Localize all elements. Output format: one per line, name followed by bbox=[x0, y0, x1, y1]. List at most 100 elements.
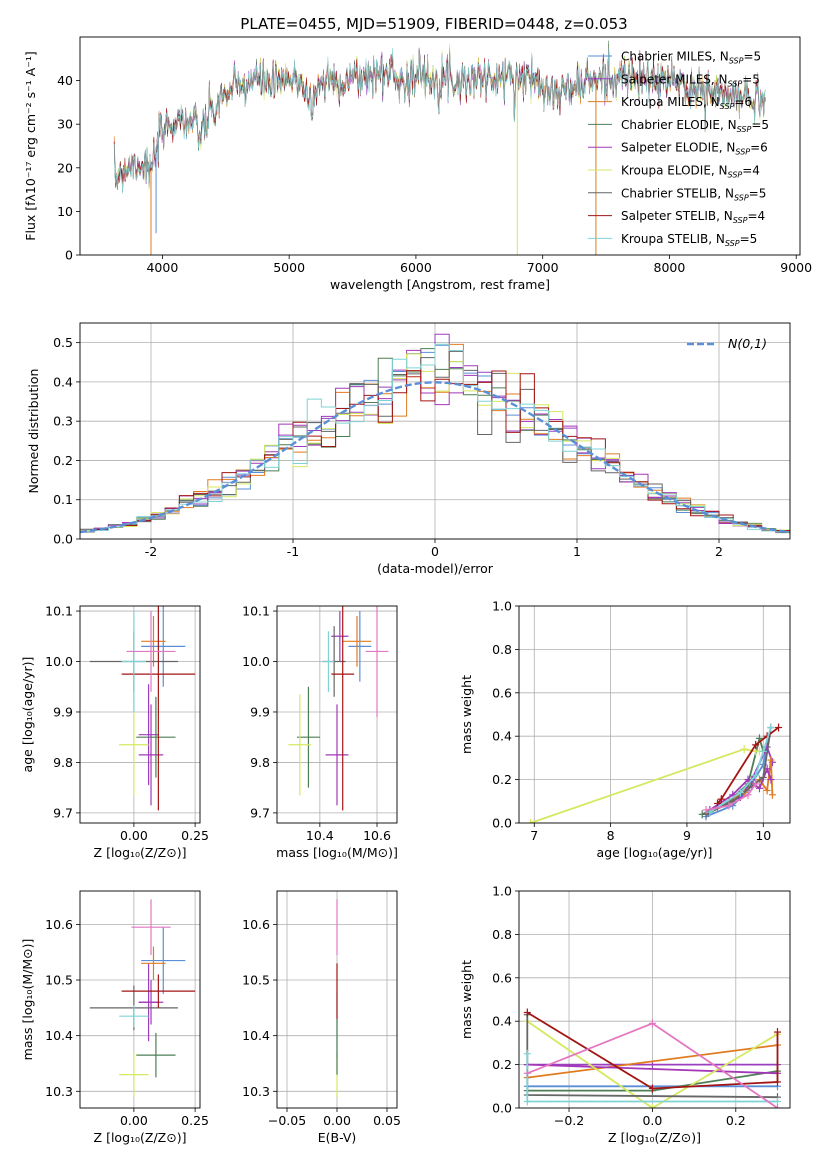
y-tick-label: 10.1 bbox=[45, 604, 73, 619]
plot-area bbox=[519, 606, 790, 823]
normal-curve bbox=[80, 381, 790, 534]
x-tick-label: 4000 bbox=[146, 260, 178, 275]
plot-area bbox=[113, 40, 766, 255]
y-tick-label: 0.0 bbox=[53, 532, 73, 547]
y-tick-label: 10.0 bbox=[45, 654, 73, 669]
x-tick-label: 7 bbox=[530, 828, 538, 843]
y-axis-label: Normed distribution bbox=[26, 369, 41, 494]
y-tick-label: 0.8 bbox=[492, 642, 512, 657]
x-tick-label: 0.0 bbox=[642, 1113, 662, 1128]
x-tick-label: 0.00 bbox=[120, 828, 148, 843]
plot-area bbox=[80, 891, 200, 1108]
y-tick-label: 40 bbox=[57, 73, 73, 88]
x-tick-label: 0.00 bbox=[323, 1113, 351, 1128]
y-tick-label: 9.8 bbox=[250, 755, 270, 770]
histogram-7 bbox=[80, 370, 790, 533]
weight-line bbox=[526, 1020, 778, 1108]
legend-entry: Chabrier ELODIE, NSSP=5 bbox=[621, 118, 769, 134]
y-tick-label: 10.1 bbox=[242, 604, 270, 619]
x-tick-label: 8000 bbox=[654, 260, 686, 275]
y-tick-label: 0.3 bbox=[53, 414, 73, 429]
axes-frame bbox=[79, 36, 801, 256]
x-axis-label: mass [log₁₀(M/M⊙)] bbox=[276, 845, 398, 860]
panel-Z_age: 0.00 0.25 9.7 9.8 9.9 10.0 10.1 Z [log₁₀(Z/Z⊙)]… bbox=[20, 604, 209, 860]
x-tick-label: 1 bbox=[573, 544, 581, 559]
y-tick-label: 9.7 bbox=[250, 805, 270, 820]
axes-frame bbox=[518, 605, 791, 824]
legend-entry: Salpeter STELIB, NSSP=4 bbox=[621, 209, 765, 225]
histogram-8 bbox=[80, 343, 790, 533]
y-tick-label: 10 bbox=[57, 204, 73, 219]
y-tick-label: 0.0 bbox=[492, 816, 512, 831]
axes-frame bbox=[276, 890, 398, 1109]
panel-spectrum: 4000 5000 6000 7000 8000 9000 0 10 20 30 40 wavelen… bbox=[23, 36, 812, 292]
x-tick-label: 0.00 bbox=[120, 1113, 148, 1128]
x-tick-label: 5000 bbox=[273, 260, 305, 275]
x-tick-label: 10.4 bbox=[306, 828, 334, 843]
x-tick-label: 9000 bbox=[780, 260, 812, 275]
x-tick-label: 0.05 bbox=[373, 1113, 401, 1128]
x-tick-label: 6000 bbox=[400, 260, 432, 275]
y-tick-label: 0.4 bbox=[492, 729, 512, 744]
figure-title: PLATE=0455, MJD=51909, FIBERID=0448, z=0… bbox=[240, 15, 627, 33]
y-tick-label: 0.0 bbox=[492, 1101, 512, 1116]
x-tick-label: 8 bbox=[607, 828, 615, 843]
y-tick-label: 0.4 bbox=[492, 1014, 512, 1029]
axes-frame bbox=[518, 890, 791, 1109]
plot-area bbox=[277, 606, 397, 823]
x-axis-label: E(B-V) bbox=[318, 1130, 357, 1145]
y-axis-label: Flux [fλ10⁻¹⁷ erg cm⁻² s⁻¹ A⁻¹] bbox=[23, 51, 38, 240]
legend-entry: Chabrier STELIB, NSSP=5 bbox=[621, 186, 766, 202]
axes-frame bbox=[79, 890, 201, 1109]
y-tick-label: 1.0 bbox=[492, 884, 512, 899]
x-tick-label: −0.05 bbox=[268, 1113, 306, 1128]
y-tick-label: 0.6 bbox=[492, 685, 512, 700]
x-tick-label: 0.2 bbox=[726, 1113, 746, 1128]
legend-entry: Chabrier MILES, NSSP=5 bbox=[621, 50, 761, 66]
x-tick-label: -2 bbox=[145, 544, 157, 559]
y-tick-label: 9.9 bbox=[250, 704, 270, 719]
y-tick-label: 1.0 bbox=[492, 599, 512, 614]
x-tick-label: -1 bbox=[287, 544, 299, 559]
x-axis-label: Z [log₁₀(Z/Z⊙)] bbox=[608, 1130, 701, 1145]
weight-line bbox=[526, 1011, 779, 1090]
y-tick-label: 0.4 bbox=[53, 374, 73, 389]
x-axis-label: wavelength [Angstrom, rest frame] bbox=[330, 277, 550, 292]
panel-mass_age: 10.4 10.6 9.7 9.8 9.9 10.0 10.1 mass [log₁₀(M/M… bbox=[242, 604, 398, 860]
y-tick-label: 0.6 bbox=[492, 970, 512, 985]
plot-area bbox=[277, 891, 397, 1108]
axes-frame bbox=[79, 322, 791, 540]
y-tick-label: 10.6 bbox=[242, 917, 270, 932]
panel-age_weight: 7 8 9 10 0.0 0.2 0.4 0.6 0.8 1.0 age [log₁₀(age/yr… bbox=[459, 599, 791, 860]
y-axis-label: mass weight bbox=[459, 960, 474, 1039]
y-tick-label: 10.3 bbox=[45, 1084, 73, 1099]
panel-ebv_mass: −0.05 0.00 0.05 10.3 10.4 10.5 10.6 E(B-V) bbox=[242, 890, 401, 1145]
weight-line bbox=[527, 1063, 778, 1075]
axes-frame bbox=[276, 605, 398, 824]
y-tick-label: 20 bbox=[57, 160, 73, 175]
x-tick-label: 0.25 bbox=[181, 828, 209, 843]
panel-Z_mass: 0.00 0.25 10.3 10.4 10.5 10.6 Z [log₁₀(Z/Z⊙)] m… bbox=[20, 890, 209, 1145]
y-tick-label: 0.1 bbox=[53, 492, 73, 507]
legend-entry: Salpeter ELODIE, NSSP=6 bbox=[621, 141, 768, 157]
weight-line bbox=[527, 1044, 778, 1079]
legend-entry: Kroupa MILES, NSSP=6 bbox=[621, 95, 752, 111]
x-tick-label: 7000 bbox=[527, 260, 559, 275]
y-tick-label: 10.4 bbox=[242, 1028, 270, 1043]
y-tick-label: 9.7 bbox=[53, 805, 73, 820]
x-axis-label: (data-model)/error bbox=[377, 561, 494, 576]
x-axis-label: Z [log₁₀(Z/Z⊙)] bbox=[94, 1130, 187, 1145]
x-tick-label: −0.2 bbox=[554, 1113, 584, 1128]
y-tick-label: 0.2 bbox=[492, 772, 512, 787]
y-tick-label: 10.5 bbox=[45, 973, 73, 988]
y-tick-label: 10.5 bbox=[242, 973, 270, 988]
y-tick-label: 10.0 bbox=[242, 654, 270, 669]
y-tick-label: 0.2 bbox=[53, 453, 73, 468]
y-axis-label: mass [log₁₀(M/M⊙)] bbox=[20, 939, 35, 1061]
x-tick-label: 10 bbox=[755, 828, 771, 843]
y-tick-label: 0.5 bbox=[53, 335, 73, 350]
legend-entry: Salpeter MILES, NSSP=5 bbox=[621, 72, 760, 88]
y-tick-label: 9.8 bbox=[53, 755, 73, 770]
y-tick-label: 10.3 bbox=[242, 1084, 270, 1099]
